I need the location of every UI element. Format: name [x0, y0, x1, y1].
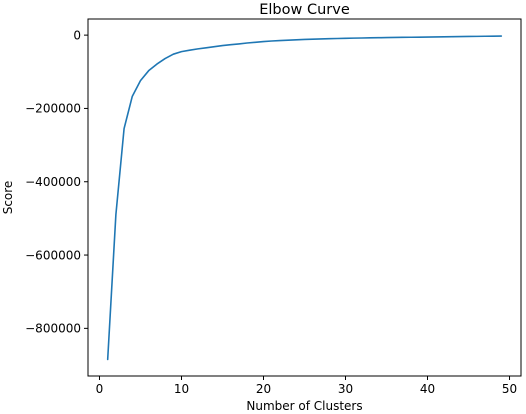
- chart-title: Elbow Curve: [259, 2, 350, 18]
- x-axis-label: Number of Clusters: [246, 399, 362, 413]
- plot-frame: [87, 18, 522, 377]
- y-tick-label-1: −200000: [25, 102, 81, 116]
- x-tick-label-3: 30: [338, 382, 353, 396]
- y-tick-label-4: −800000: [25, 322, 81, 336]
- y-tick-label-0: 0: [73, 28, 81, 42]
- plot-area: [87, 18, 522, 377]
- x-tick-label-2: 20: [256, 382, 271, 396]
- y-tick-label-3: −600000: [25, 248, 81, 262]
- y-axis-label: Score: [1, 181, 15, 215]
- x-tick-label-5: 50: [502, 382, 517, 396]
- y-tick-label-2: −400000: [25, 175, 81, 189]
- x-tick-label-1: 10: [174, 382, 189, 396]
- x-tick-label-4: 40: [420, 382, 435, 396]
- x-axis-ticks: 0 10 20 30 40 50: [96, 376, 517, 396]
- y-axis-ticks: 0 −200000 −400000 −600000 −800000: [25, 28, 88, 336]
- x-tick-label-0: 0: [96, 382, 104, 396]
- series-line-0: [106, 35, 503, 361]
